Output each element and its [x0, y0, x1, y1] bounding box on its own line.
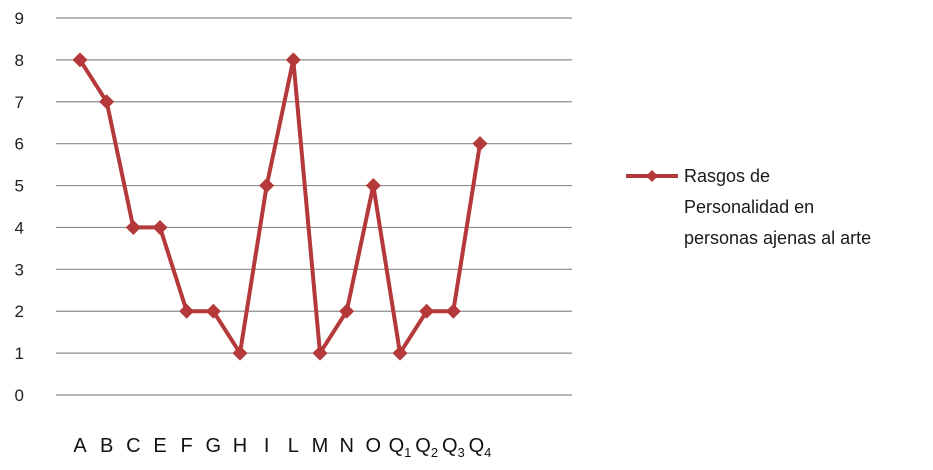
data-point — [365, 178, 381, 194]
x-tick-label: N — [339, 435, 353, 457]
x-tick-label: C — [126, 435, 140, 457]
data-point — [125, 219, 141, 235]
data-point — [232, 345, 248, 361]
legend-label: Rasgos de Personalidad en personas ajenas … — [684, 166, 871, 248]
x-tick-label: A — [73, 435, 87, 457]
x-tick-label: Q1 — [389, 435, 412, 460]
data-point — [205, 303, 221, 319]
x-tick-label: Q4 — [469, 435, 492, 460]
data-point — [179, 303, 195, 319]
x-tick-label: Q3 — [442, 435, 465, 460]
legend-marker-icon — [646, 170, 658, 182]
y-tick-label: 9 — [15, 9, 24, 28]
y-tick-label: 7 — [15, 93, 24, 112]
y-tick-label: 6 — [15, 135, 24, 154]
data-point — [152, 219, 168, 235]
y-tick-label: 3 — [15, 260, 24, 279]
x-tick-label: B — [100, 435, 113, 457]
data-point — [419, 303, 435, 319]
data-point-markers — [72, 52, 488, 361]
legend: Rasgos de Personalidad en personas ajenas … — [626, 166, 871, 248]
series-line-layer — [78, 57, 482, 356]
y-axis-tick-labels: 0 1 2 3 4 5 6 7 8 9 — [15, 9, 24, 405]
gridlines — [56, 17, 572, 396]
x-tick-label: E — [153, 435, 166, 457]
data-point — [99, 94, 115, 110]
data-point — [312, 345, 328, 361]
data-point — [259, 178, 275, 194]
data-point — [339, 303, 355, 319]
data-point — [445, 303, 461, 319]
data-point — [392, 345, 408, 361]
series-line — [78, 57, 482, 356]
x-tick-label: M — [312, 435, 329, 457]
x-tick-label: L — [288, 435, 299, 457]
y-tick-label: 4 — [15, 218, 24, 237]
x-tick-label: H — [233, 435, 247, 457]
x-axis-tick-labels: A B C E F G H I L M N O Q1 Q2 Q3 Q4 — [73, 435, 491, 460]
y-tick-label: 0 — [15, 386, 24, 405]
x-tick-label: G — [206, 435, 222, 457]
data-point — [72, 52, 88, 68]
x-tick-label: I — [264, 435, 270, 457]
x-tick-label: F — [181, 435, 193, 457]
y-tick-label: 8 — [15, 51, 24, 70]
y-tick-label: 1 — [15, 344, 24, 363]
data-point — [285, 52, 301, 68]
y-tick-label: 5 — [15, 177, 24, 196]
x-tick-label: Q2 — [415, 435, 438, 460]
x-tick-label: O — [366, 435, 382, 457]
data-point — [472, 136, 488, 152]
y-tick-label: 2 — [15, 302, 24, 321]
